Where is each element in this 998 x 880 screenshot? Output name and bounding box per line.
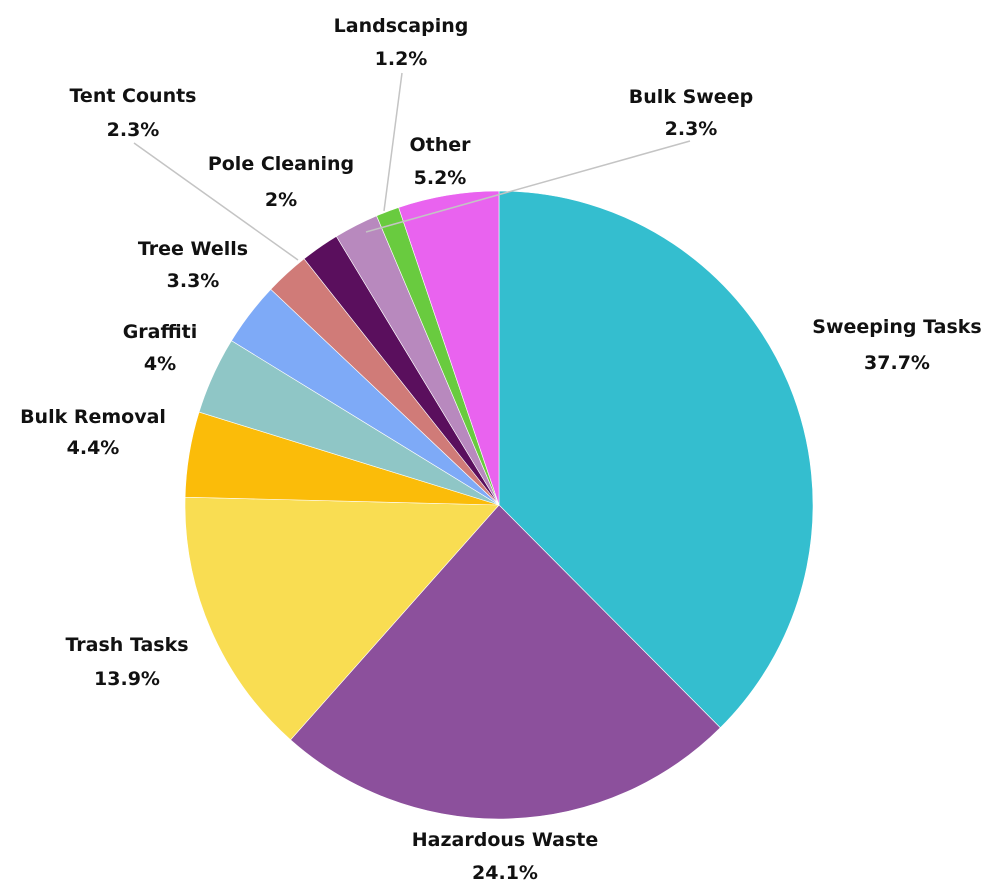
- slice-value-graffiti: 4%: [144, 353, 176, 375]
- leader-line-bulk-sweep: [365, 140, 691, 233]
- slice-value-pole-cleaning: 2%: [265, 189, 297, 211]
- pie-slice-sweeping-tasks: [498, 190, 814, 729]
- slice-value-sweeping-tasks: 37.7%: [864, 352, 930, 374]
- slice-label-trash-tasks: Trash Tasks: [65, 634, 188, 656]
- slice-value-bulk-removal: 4.4%: [67, 437, 120, 459]
- slice-label-pole-cleaning: Pole Cleaning: [208, 153, 354, 175]
- slice-label-bulk-removal: Bulk Removal: [20, 406, 166, 428]
- pie-slice-trash-tasks: [184, 496, 500, 741]
- slice-label-bulk-sweep: Bulk Sweep: [629, 86, 753, 108]
- slice-labels: Sweeping Tasks 37.7% Hazardous Waste 24.1% T…: [20, 15, 982, 880]
- pie-slice-other: [398, 190, 500, 506]
- slice-label-other: Other: [409, 134, 471, 156]
- slice-value-other: 5.2%: [414, 167, 467, 189]
- leader-line-tent-counts: [133, 142, 299, 261]
- slice-value-tree-wells: 3.3%: [167, 270, 220, 292]
- leader-lines: [133, 72, 691, 261]
- leader-line-landscaping: [383, 72, 403, 212]
- slice-label-tent-counts: Tent Counts: [70, 85, 197, 107]
- slice-value-hazardous-waste: 24.1%: [472, 862, 538, 880]
- slice-label-landscaping: Landscaping: [334, 15, 469, 37]
- slice-value-trash-tasks: 13.9%: [94, 668, 160, 690]
- slice-value-bulk-sweep: 2.3%: [665, 118, 718, 140]
- slice-label-tree-wells: Tree Wells: [138, 238, 248, 260]
- slice-value-landscaping: 1.2%: [375, 48, 428, 70]
- slice-value-tent-counts: 2.3%: [107, 119, 160, 141]
- slice-label-hazardous-waste: Hazardous Waste: [412, 829, 598, 851]
- slice-label-graffiti: Graffiti: [123, 321, 198, 343]
- slice-label-sweeping-tasks: Sweeping Tasks: [812, 316, 981, 338]
- pie-slice-hazardous-waste: [290, 504, 721, 820]
- pie-slices: [184, 190, 814, 820]
